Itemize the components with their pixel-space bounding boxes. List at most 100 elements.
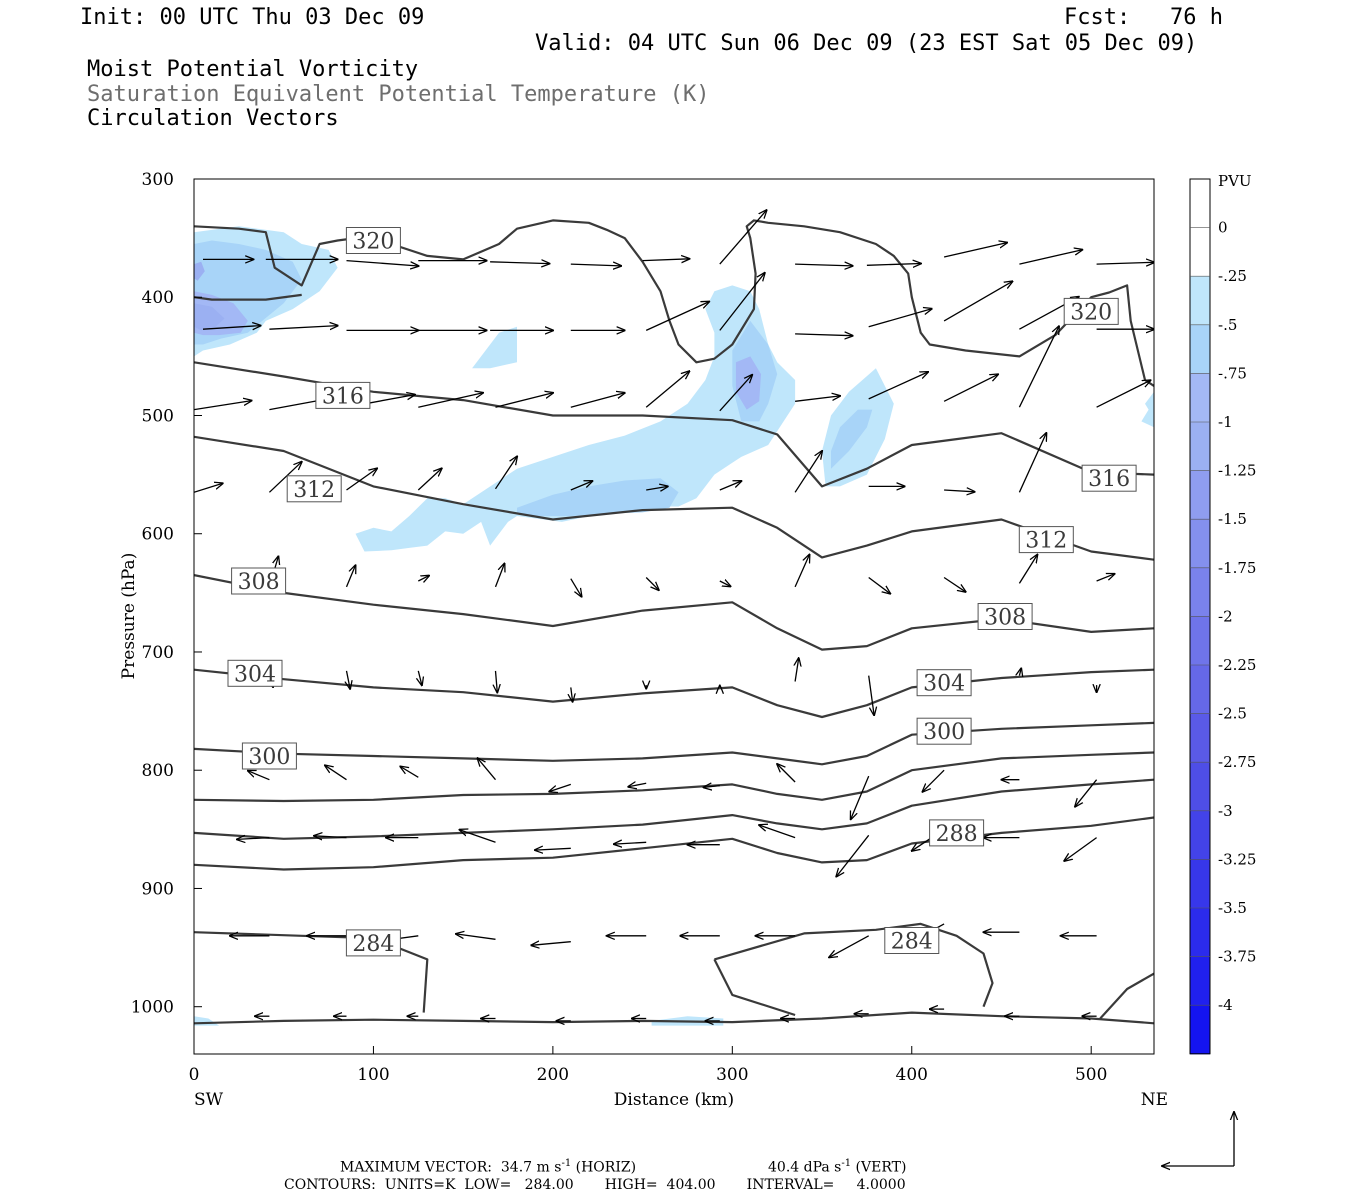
colorbar-label: -1.5 [1218,510,1247,528]
circulation-vector [1096,574,1115,582]
circulation-vector [943,374,998,402]
circulation-vector [795,334,853,336]
y-tick-label: 1000 [131,998,174,1018]
colorbar-swatch [1190,567,1210,617]
circulation-vector [645,577,659,591]
max-vector-line: MAXIMUM VECTOR: 34.7 m s-1 (HORIZ) [340,1159,636,1175]
circulation-vector [868,576,891,594]
contour-label-box [345,929,401,957]
contour-label-box [929,819,985,847]
y-tick-label: 900 [142,879,174,899]
colorbar-swatch [1190,519,1210,569]
circulation-vector [460,830,496,843]
theta-contour-284 [1099,972,1154,1020]
circulation-vector [314,836,347,838]
colorbar-swatch [1190,1005,1210,1055]
circulation-vector [923,769,945,792]
circulation-vector [1018,326,1059,408]
circulation-vector [777,764,796,783]
circulation-vector [1064,837,1097,861]
circulation-vector [944,490,975,492]
circulation-vector [943,281,1012,322]
vector-scale-arrows [1162,1112,1234,1166]
theta-contour-312 [194,435,1154,561]
theta-contour-284 [713,958,796,1017]
colorbar-swatch [1190,179,1210,229]
contour-label-box [884,927,940,954]
circulation-vector [549,783,572,791]
colorbar-swatch [1190,422,1210,472]
horiz-tag: (HORIZ) [571,1159,637,1176]
colorbar-swatch [1190,276,1210,326]
field-title-vectors: Circulation Vectors [87,106,339,131]
y-tick-label: 700 [142,643,174,663]
valid-time: Valid: 04 UTC Sun 06 Dec 09 (23 EST Sat … [535,31,1198,56]
circulation-vector [570,393,625,408]
contour-label-box [916,669,972,697]
y-axis-label: Pressure (hPa) [119,553,139,680]
contour-label: 300 [248,745,290,770]
field-title-theta: Saturation Equivalent Potential Temperat… [87,82,710,107]
circulation-vector [943,576,966,592]
circulation-vector [456,934,496,940]
y-tick-label: 400 [142,288,174,308]
horiz-exponent: -1 [561,1158,572,1169]
circulation-vector [836,834,870,876]
circulation-vector [1096,380,1151,408]
circulation-vector [268,462,301,493]
circulation-vector [495,393,554,408]
circulation-vector [795,396,840,402]
circulation-vector [645,371,689,408]
colorbar-swatch [1190,810,1210,860]
contour-label: 284 [352,932,394,957]
x-tick-label: 200 [537,1065,569,1085]
circulation-vector [704,786,720,788]
circulation-vector [325,765,347,781]
contour-label-box [1081,464,1137,492]
contour-label-box [227,659,283,687]
circulation-vector [628,783,647,787]
circulation-vector [1018,555,1037,584]
circulation-vector [494,564,505,588]
x-tick-label: 0 [189,1065,200,1085]
pv-region [355,285,796,552]
colorbar-swatch [1190,373,1210,423]
colorbar-title: PVU [1218,172,1252,190]
colorbar-label: -.25 [1218,267,1247,285]
contour-label-box [1063,297,1119,325]
theta-contour-296 [194,751,1154,803]
contour-label-box [286,475,342,503]
contour-label: 312 [293,478,335,503]
x-tick-label: 300 [716,1065,748,1085]
circulation-vector [418,670,422,685]
colorbar-swatch [1190,908,1210,958]
contour-label: 300 [923,720,965,745]
circulation-vector [719,273,765,331]
contour-label-box [231,567,287,595]
contour-label: 288 [936,822,978,847]
circulation-vector [719,581,731,586]
max-horiz-value: 34.7 m s [500,1159,562,1176]
pv-region [472,326,517,369]
contour-label: 284 [891,930,933,955]
circulation-vector [719,481,742,491]
circulation-vector [194,483,223,493]
theta-contour-324 [194,293,302,301]
circulation-vector [570,481,593,491]
contour-label: 304 [923,672,965,697]
circulation-vector [642,259,690,261]
colorbar-label: -3.5 [1218,899,1247,917]
contour-label: 308 [984,606,1026,631]
contour-label: 308 [238,570,280,595]
theta-contour-304 [194,668,1154,719]
contour-label: 312 [1025,529,1067,554]
colorbar-label: -3.75 [1218,948,1256,966]
circulation-vector [719,375,752,412]
x-left-label: SW [194,1090,224,1110]
circulation-vector [418,576,429,581]
circulation-vector [829,935,870,958]
field-title-pv: Moist Potential Vorticity [87,57,419,82]
max-vert-value: 40.4 dPa s [768,1159,842,1176]
circulation-vector [400,767,419,778]
